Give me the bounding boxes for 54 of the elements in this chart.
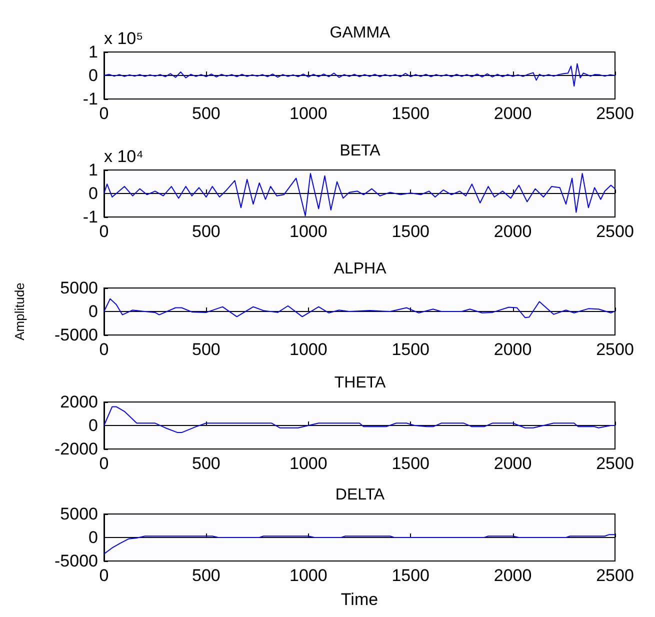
x-tick-label: 1000: [289, 222, 328, 241]
x-tick-label: 500: [192, 222, 220, 241]
line-series: [104, 173, 616, 216]
y-tick-label: -1: [82, 90, 98, 108]
line-series: [104, 406, 616, 434]
y-tick-label: -1: [82, 208, 98, 226]
x-tick-label: 2500: [596, 566, 634, 585]
chart-title: ALPHA: [334, 260, 387, 278]
chart-title: BETA: [340, 142, 381, 160]
x-tick-label: 2500: [596, 454, 634, 473]
y-tick-label: -5000: [54, 326, 98, 344]
x-tick-label: 1500: [392, 454, 430, 473]
y-tick-label: 2000: [60, 392, 98, 412]
y-tick-label: 0: [88, 416, 98, 435]
x-axis-title: Time: [340, 590, 378, 609]
y-tick-label: 0: [88, 184, 98, 203]
x-tick-label: 1500: [392, 566, 430, 585]
text: x 10⁴: [104, 147, 144, 166]
x-tick-label: 1000: [289, 566, 328, 585]
y-tick-label: -2000: [54, 440, 98, 458]
x-tick-label: 2000: [494, 340, 532, 359]
x-tick-label: 2000: [494, 104, 532, 123]
y-tick-label: 1: [88, 160, 98, 180]
line-series: [104, 298, 616, 318]
x-tick-label: 1500: [392, 222, 430, 241]
x-tick-label: 500: [192, 104, 220, 123]
x-tick-label: 1000: [289, 454, 328, 473]
x-tick-label: 2500: [596, 222, 634, 241]
text: x 10⁵: [104, 29, 144, 48]
x-tick-label: 2000: [494, 222, 532, 241]
x-tick-label: 1500: [392, 340, 430, 359]
y-tick-label: 0: [88, 528, 98, 547]
x-tick-label: 1000: [289, 104, 328, 123]
y-tick-label: 0: [88, 302, 98, 321]
chart-title: GAMMA: [330, 24, 391, 42]
y-tick-label: 5000: [60, 504, 98, 524]
y-axis-title: Amplitude: [12, 282, 27, 340]
x-tick-label: 500: [192, 454, 220, 473]
line-series: [104, 534, 616, 554]
x-tick-label: 2500: [596, 340, 634, 359]
y-tick-label: 5000: [60, 278, 98, 298]
y-tick-label: 1: [88, 42, 98, 62]
line-series: [104, 63, 616, 87]
y-tick-label: -5000: [54, 552, 98, 570]
y-tick-label: 0: [88, 66, 98, 85]
x-tick-label: 500: [192, 566, 220, 585]
x-tick-label: 2000: [494, 566, 532, 585]
x-tick-label: 1000: [289, 340, 328, 359]
x-tick-label: 500: [192, 340, 220, 359]
chart-title: THETA: [334, 374, 386, 392]
chart-title: DELTA: [335, 486, 385, 504]
x-tick-label: 1500: [392, 104, 430, 123]
x-tick-label: 2500: [596, 104, 634, 123]
x-tick-label: 2000: [494, 454, 532, 473]
